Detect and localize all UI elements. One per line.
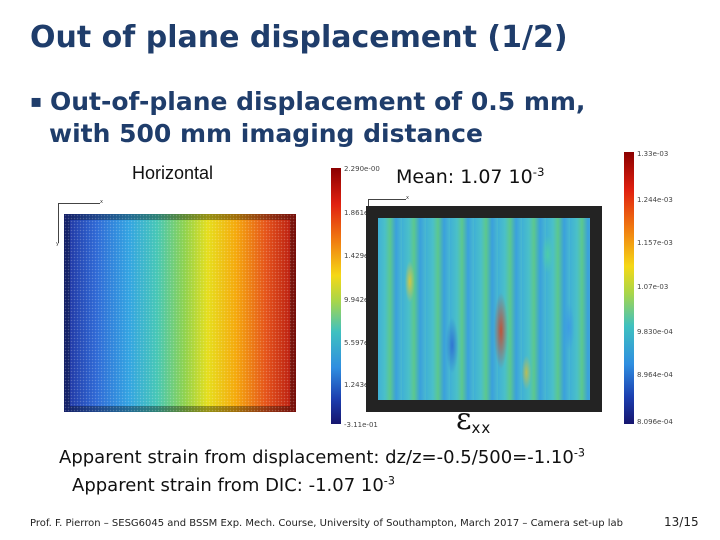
colorbar-right	[624, 152, 634, 424]
colorbar-right-tick: 9.830e-04	[637, 328, 673, 336]
colorbar-left-tick: 2.290e-00	[344, 165, 380, 173]
colorbar-right-tick: 1.157e-03	[637, 239, 673, 247]
horizontal-label: Horizontal	[132, 163, 214, 183]
apparent-strain-dic: Apparent strain from DIC: -1.07 10-3	[72, 475, 395, 496]
epsilon-xx-label: εxx	[456, 402, 491, 437]
colorbar-left-tick: 9.942e-01	[344, 296, 380, 304]
strain-line-1-exp: -3	[573, 446, 585, 460]
mean-exponent: -3	[532, 164, 545, 179]
colorbar-left	[331, 168, 341, 424]
colorbar-left-tick: -3.11e-01	[344, 421, 378, 429]
page-number: 13/15	[664, 515, 699, 529]
displacement-map-horizontal	[64, 214, 296, 412]
mean-text: Mean: 1.07 10	[396, 166, 533, 188]
bullet-line-2: with 500 mm imaging distance	[49, 119, 483, 148]
strain-field	[378, 218, 590, 400]
colorbar-left-tick: 1.429e-00	[344, 252, 380, 260]
colorbar-right-tick: 1.33e-03	[637, 150, 669, 158]
colorbar-right-tick: 1.244e-03	[637, 196, 673, 204]
colorbar-left-tick: 5.597e-01	[344, 339, 380, 347]
bullet-marker-icon: ▪	[30, 91, 43, 112]
colorbar-left-tick: 1.861e-00	[344, 209, 380, 217]
strain-line-2-text: Apparent strain from DIC: -1.07 10	[72, 475, 384, 496]
colorbar-right-tick: 1.07e-03	[637, 283, 669, 291]
epsilon-subscript: xx	[471, 419, 492, 437]
strain-map-exx	[366, 206, 602, 412]
slide-footer: Prof. F. Pierron – SESG6045 and BSSM Exp…	[30, 518, 624, 529]
bullet-point: ▪ Out-of-plane displacement of 0.5 mm, wi…	[30, 86, 585, 150]
strain-line-2-exp: -3	[383, 474, 395, 488]
colorbar-right-tick: 8.096e-04	[637, 418, 673, 426]
slide-title: Out of plane displacement (1/2)	[30, 20, 568, 55]
mean-label: Mean: 1.07 10-3	[396, 166, 544, 188]
bullet-line-1: Out-of-plane displacement of 0.5 mm,	[50, 87, 586, 116]
strain-line-1-text: Apparent strain from displacement: dz/z=…	[59, 447, 574, 468]
colorbar-right-tick: 8.964e-04	[637, 371, 673, 379]
apparent-strain-displacement: Apparent strain from displacement: dz/z=…	[59, 447, 585, 468]
colorbar-left-tick: 1.243e-01	[344, 381, 380, 389]
epsilon-symbol: ε	[456, 402, 472, 437]
